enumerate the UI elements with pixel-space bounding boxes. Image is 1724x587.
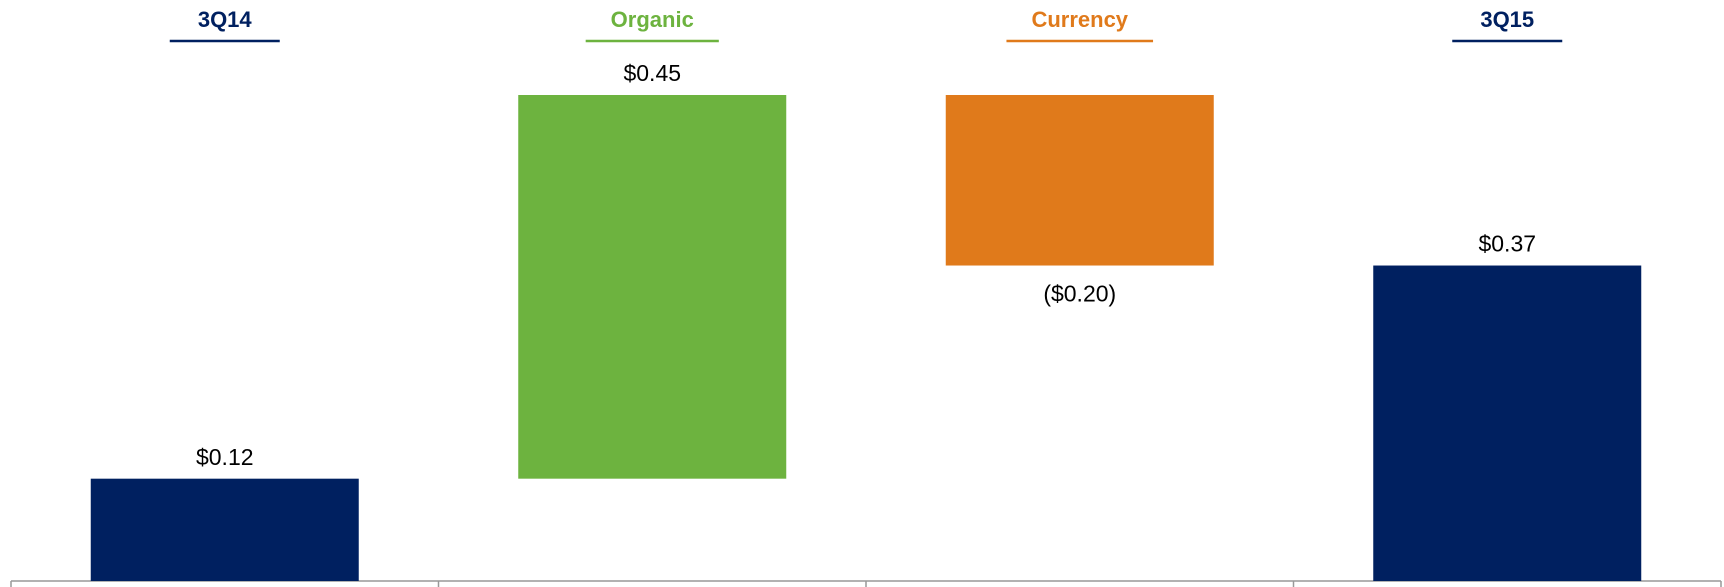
- bar: [90, 478, 359, 581]
- value-label: $0.45: [623, 60, 681, 86]
- value-label: $0.12: [196, 444, 254, 470]
- bar: [1373, 265, 1642, 581]
- bar: [518, 95, 787, 479]
- value-label: $0.37: [1478, 231, 1536, 257]
- category-header: Organic: [611, 7, 694, 32]
- category-header: Currency: [1031, 7, 1128, 32]
- category-header: 3Q15: [1480, 7, 1534, 32]
- category-header: 3Q14: [198, 7, 253, 32]
- bar: [945, 95, 1214, 266]
- value-label: ($0.20): [1043, 281, 1116, 307]
